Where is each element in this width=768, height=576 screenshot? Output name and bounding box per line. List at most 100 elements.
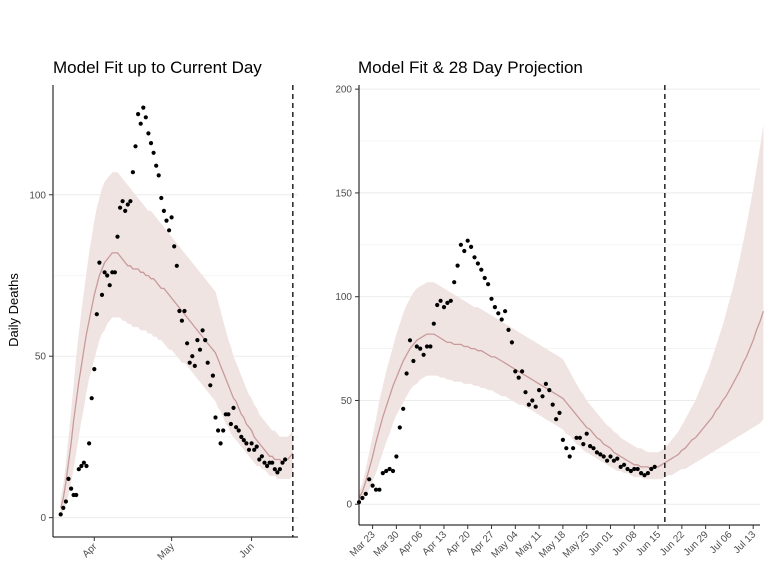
observed-point <box>567 454 572 459</box>
observed-point <box>66 476 71 481</box>
observed-point <box>458 242 463 247</box>
fit-line-left <box>60 252 294 509</box>
observed-point <box>187 360 192 365</box>
observed-point <box>424 344 430 349</box>
observed-point <box>208 383 213 388</box>
observed-point <box>262 460 267 465</box>
observed-point <box>210 373 215 378</box>
observed-point <box>141 105 146 110</box>
observed-point <box>431 321 436 326</box>
observed-point <box>76 467 81 472</box>
observed-point <box>200 328 205 333</box>
observed-point <box>516 375 521 380</box>
observed-point <box>123 208 128 213</box>
observed-point <box>421 352 426 357</box>
observed-point <box>370 483 375 488</box>
observed-point <box>277 467 282 472</box>
observed-point <box>475 261 480 266</box>
observed-point <box>138 121 143 126</box>
ci-band <box>359 124 764 503</box>
observed-point <box>270 460 275 465</box>
observed-point <box>452 280 457 285</box>
observed-point <box>574 435 579 440</box>
observed-point <box>197 347 203 352</box>
ci-band-left <box>60 172 293 515</box>
observed-point <box>557 410 562 415</box>
observed-point <box>161 208 166 213</box>
observed-point <box>649 466 654 472</box>
observed-point <box>61 505 66 510</box>
observed-points-right <box>356 238 657 505</box>
observed-point <box>254 444 259 449</box>
fit-line <box>60 252 294 509</box>
observed-point <box>533 404 538 409</box>
observed-point <box>154 163 159 168</box>
observed-point <box>577 435 583 440</box>
observed-point <box>445 300 450 305</box>
observed-point <box>618 464 623 469</box>
observed-point <box>472 255 477 260</box>
x-tick-label: Apr <box>81 541 100 560</box>
x-tick-label: Jun 29 <box>682 529 711 558</box>
observed-point <box>84 463 89 469</box>
x-tick-label: May <box>156 541 177 562</box>
x-tick-label: Jun <box>238 541 257 560</box>
observed-point <box>632 466 637 472</box>
x-tick-label: Apr 20 <box>444 529 473 558</box>
observed-point <box>564 446 569 451</box>
ci-band <box>60 172 293 515</box>
observed-point <box>479 267 484 272</box>
x-tick-label: Jun 22 <box>658 529 687 558</box>
observed-point <box>58 512 63 517</box>
observed-point <box>89 396 94 401</box>
observed-point <box>594 450 600 455</box>
x-tick-label: Apr 06 <box>397 529 426 558</box>
observed-point <box>550 402 555 407</box>
observed-point <box>172 244 177 249</box>
x-tick-label: Apr 13 <box>420 529 449 558</box>
observed-point <box>74 492 79 498</box>
observed-point <box>195 338 200 343</box>
observed-point <box>414 344 419 349</box>
observed-point <box>506 327 511 332</box>
panel-title-right: Model Fit & 28 Day Projection <box>358 58 583 77</box>
observed-point <box>249 441 254 446</box>
observed-point <box>190 354 195 359</box>
observed-point <box>492 305 497 310</box>
x-tick-label: May 25 <box>561 529 592 560</box>
observed-point <box>448 298 453 303</box>
observed-point <box>560 437 566 442</box>
observed-point <box>99 292 105 297</box>
observed-point <box>156 173 161 178</box>
observed-point <box>435 302 440 308</box>
observed-point <box>128 199 133 204</box>
observed-point <box>652 464 657 469</box>
observed-point <box>169 215 174 220</box>
panel-title-left: Model Fit up to Current Day <box>53 58 262 77</box>
observed-point <box>221 428 226 433</box>
fit-line <box>358 310 765 499</box>
y-ticks-right: 0 50 100 150 200 <box>335 85 359 511</box>
observed-point <box>228 421 233 427</box>
observed-point <box>174 263 179 268</box>
observed-point <box>105 273 110 278</box>
observed-point <box>112 270 117 275</box>
observed-point <box>94 312 99 317</box>
observed-point <box>441 305 447 310</box>
observed-point <box>601 454 606 459</box>
observed-point <box>167 228 172 233</box>
observed-point <box>164 218 169 223</box>
observed-point <box>92 367 97 372</box>
observed-point <box>404 371 409 376</box>
observed-point <box>234 425 239 430</box>
observed-point <box>571 446 576 451</box>
observed-point <box>226 412 231 417</box>
x-tick-label: Jun 15 <box>634 529 663 558</box>
x-tick-label: Mar 23 <box>348 529 378 559</box>
observed-point <box>236 428 241 433</box>
observed-point <box>151 150 156 155</box>
observed-point <box>407 338 413 343</box>
observed-point <box>411 358 416 364</box>
observed-point <box>213 415 218 420</box>
observed-point <box>397 425 402 430</box>
